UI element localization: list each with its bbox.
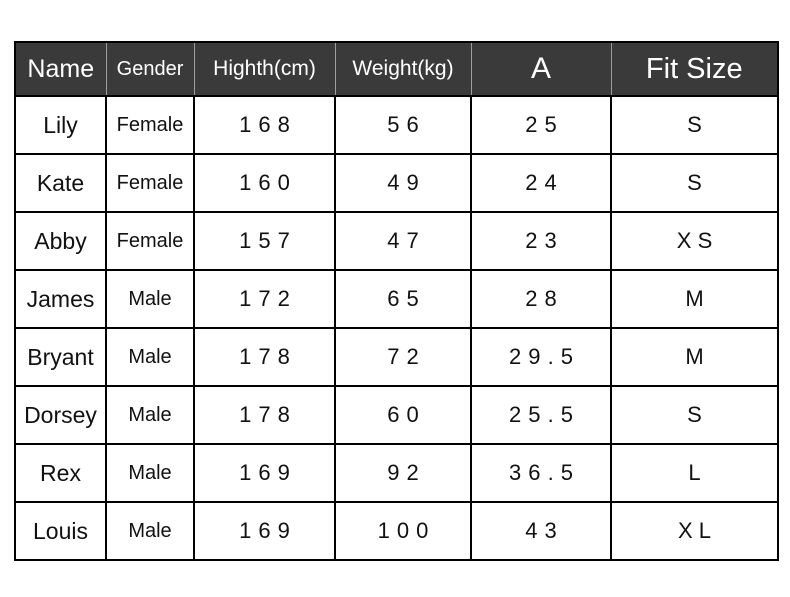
cell-name: Abby [14,211,107,271]
cell-gender: Male [105,443,195,503]
cell-weight: 65 [334,269,472,329]
cell-height: 172 [193,269,336,329]
cell-a: 36.5 [470,443,612,503]
table-row: Kate Female 160 49 24 S [14,153,779,213]
cell-name: Louis [14,501,107,561]
cell-name: Kate [14,153,107,213]
cell-a: 25 [470,95,612,155]
cell-gender: Female [105,211,195,271]
header-gender: Gender [105,41,194,97]
header-row: Name Gender Highth(cm) Weight(kg) A Fit … [15,41,778,97]
table-row: James Male 172 65 28 M [14,269,779,329]
table-row: Dorsey Male 178 60 25.5 S [14,385,779,445]
cell-fit-size: S [610,95,779,155]
cell-weight: 60 [334,385,472,445]
cell-fit-size: S [610,385,779,445]
cell-a: 23 [470,211,612,271]
cell-height: 169 [193,443,336,503]
table-row: Lily Female 168 56 25 S [14,95,779,155]
cell-a: 28 [470,269,612,329]
cell-weight: 92 [334,443,472,503]
cell-height: 157 [193,211,336,271]
cell-fit-size: S [610,153,779,213]
size-chart-table: Name Gender Highth(cm) Weight(kg) A Fit … [14,41,779,561]
cell-height: 169 [193,501,336,561]
cell-weight: 100 [334,501,472,561]
header-weight: Weight(kg) [334,41,471,97]
header-a: A [470,41,611,97]
cell-gender: Male [105,327,195,387]
header-fit-size: Fit Size [610,41,778,97]
cell-gender: Female [105,95,195,155]
cell-height: 178 [193,327,336,387]
cell-a: 43 [470,501,612,561]
cell-height: 178 [193,385,336,445]
cell-height: 168 [193,95,336,155]
cell-fit-size: XS [610,211,779,271]
cell-fit-size: XL [610,501,779,561]
header-height: Highth(cm) [193,41,335,97]
cell-name: Bryant [14,327,107,387]
table-row: Rex Male 169 92 36.5 L [14,443,779,503]
cell-a: 24 [470,153,612,213]
cell-a: 29.5 [470,327,612,387]
cell-name: Lily [14,95,107,155]
cell-weight: 49 [334,153,472,213]
cell-gender: Female [105,153,195,213]
cell-fit-size: M [610,269,779,329]
cell-fit-size: L [610,443,779,503]
cell-a: 25.5 [470,385,612,445]
cell-weight: 56 [334,95,472,155]
cell-gender: Male [105,269,195,329]
table-row: Louis Male 169 100 43 XL [14,501,779,561]
cell-weight: 47 [334,211,472,271]
cell-name: Dorsey [14,385,107,445]
cell-name: James [14,269,107,329]
cell-name: Rex [14,443,107,503]
table-row: Bryant Male 178 72 29.5 M [14,327,779,387]
header-name: Name [15,41,106,97]
cell-gender: Male [105,501,195,561]
cell-gender: Male [105,385,195,445]
cell-fit-size: M [610,327,779,387]
cell-weight: 72 [334,327,472,387]
cell-height: 160 [193,153,336,213]
table-row: Abby Female 157 47 23 XS [14,211,779,271]
